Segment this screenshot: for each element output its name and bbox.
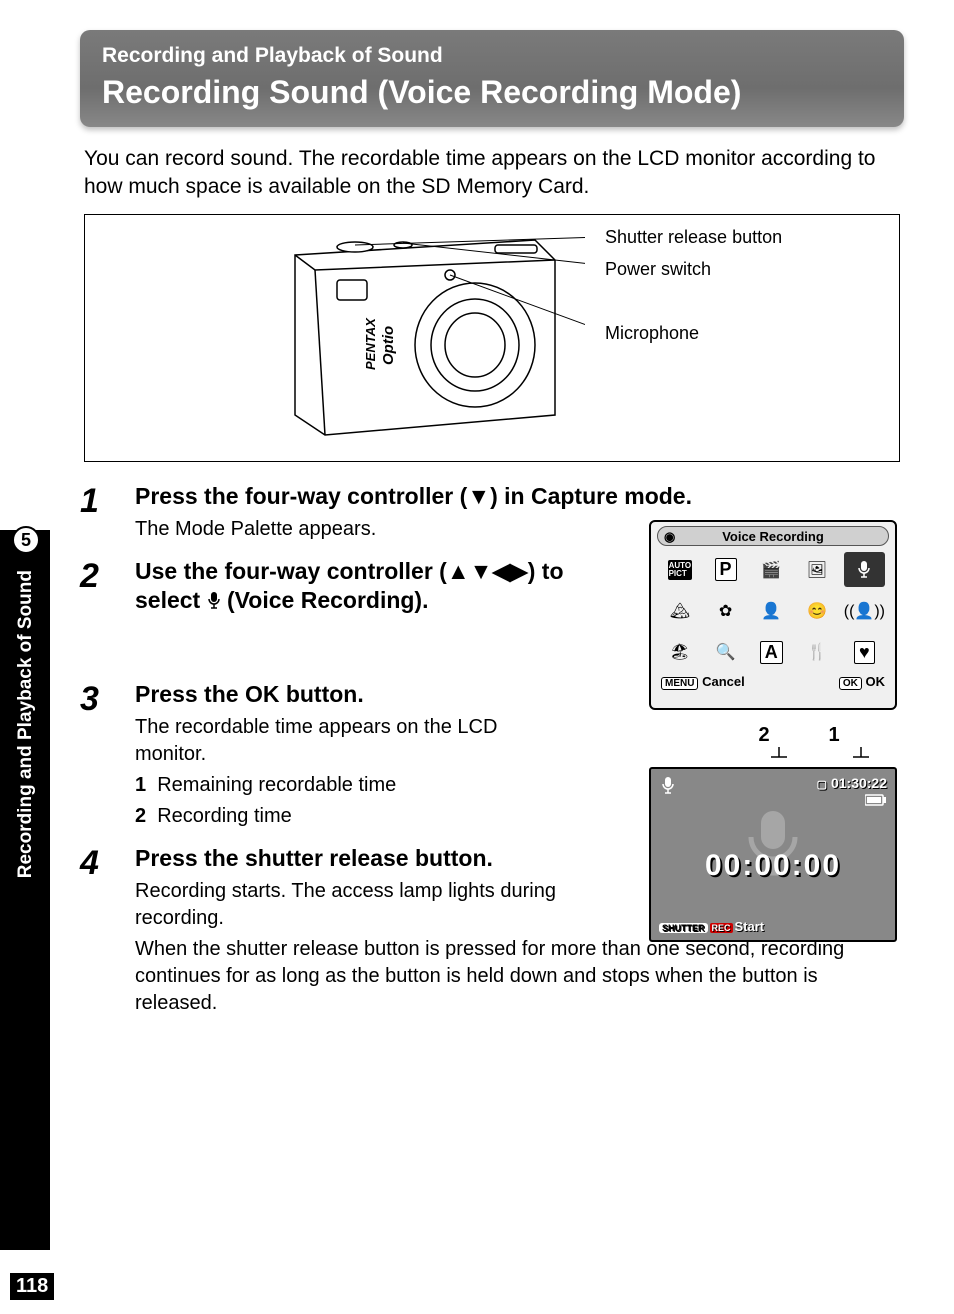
palette-mode-icon: ✿ — [707, 593, 745, 628]
step-sub: When the shutter release button is press… — [135, 936, 904, 1017]
side-tab: 5 Recording and Playback of Sound — [0, 530, 50, 1250]
camera-icon: ◉ — [664, 529, 675, 545]
mode-palette-screen: ◉ Voice Recording AUTOPICTP🎬🖼 🏔✿👤😊((👤)) 🏖🔍… — [649, 520, 897, 710]
svg-text:Optio: Optio — [380, 326, 397, 365]
step-sub: 2 Recording time — [135, 803, 565, 830]
recording-screen-wrap: 2 1 ▢ 01:30:22 00:00:00 — [649, 724, 899, 942]
palette-mode-icon: AUTOPICT — [661, 552, 699, 587]
step-heading: Use the four-way controller (▲▼◀▶) to se… — [135, 557, 565, 617]
step-number: 3 — [80, 682, 135, 716]
palette-cancel: MENU Cancel — [661, 674, 745, 690]
label-shutter: Shutter release button — [605, 227, 782, 248]
palette-mode-icon: 🏔 — [661, 593, 699, 628]
section-title: Recording and Playback of Sound — [102, 44, 882, 68]
label-power: Power switch — [605, 259, 711, 280]
step-number: 1 — [80, 484, 135, 518]
step-heading: Press the OK button. — [135, 680, 565, 710]
palette-mode-icon — [844, 552, 885, 587]
title-box: Recording and Playback of Sound Recordin… — [80, 30, 904, 127]
camera-illustration: PENTAX Optio — [255, 225, 585, 455]
palette-mode-icon: 👤 — [752, 593, 790, 628]
battery-icon — [865, 793, 887, 811]
callout-1: 1 — [828, 724, 839, 747]
svg-text:PENTAX: PENTAX — [363, 317, 378, 370]
palette-mode-icon: 🔍 — [707, 635, 745, 670]
side-section-text: Recording and Playback of Sound — [15, 570, 37, 878]
page-number: 118 — [10, 1273, 54, 1300]
recording-footer: SHUTTERRECStart — [659, 919, 764, 934]
mic-icon — [661, 777, 675, 800]
palette-mode-icon: A — [752, 635, 790, 670]
chapter-badge: 5 — [12, 526, 40, 554]
label-microphone: Microphone — [605, 323, 699, 344]
palette-mode-icon: ((👤)) — [844, 593, 885, 628]
palette-ok: OK OK — [839, 674, 885, 690]
camera-diagram: PENTAX Optio Shutter release button Powe… — [84, 214, 900, 462]
palette-mode-icon: 🍴 — [798, 635, 836, 670]
step-sub: Recording starts. The access lamp lights… — [135, 878, 565, 932]
recording-screen: ▢ 01:30:22 00:00:00 SHUTTERRECStart — [649, 767, 897, 942]
callout-2: 2 — [758, 724, 769, 747]
step-number: 2 — [80, 559, 135, 593]
mic-icon — [207, 592, 221, 610]
step-sub: The recordable time appears on the LCD m… — [135, 714, 565, 768]
palette-title: Voice Recording — [722, 529, 824, 544]
palette-mode-icon: ♥ — [844, 635, 885, 670]
palette-mode-icon: P — [707, 552, 745, 587]
page-title: Recording Sound (Voice Recording Mode) — [102, 74, 882, 111]
step-number: 4 — [80, 846, 135, 880]
palette-mode-icon: 🖼 — [798, 552, 836, 587]
palette-mode-icon: 😊 — [798, 593, 836, 628]
palette-icon-grid: AUTOPICTP🎬🖼 🏔✿👤😊((👤)) 🏖🔍A🍴♥ — [657, 552, 889, 670]
palette-mode-icon: 🏖 — [661, 635, 699, 670]
recording-time: 00:00:00 — [651, 849, 895, 883]
callout-ticks — [649, 747, 897, 761]
intro-text: You can record sound. The recordable tim… — [84, 145, 900, 202]
palette-mode-icon: 🎬 — [752, 552, 790, 587]
palette-title-bar: ◉ Voice Recording — [657, 526, 889, 546]
step-heading: Press the four-way controller (▼) in Cap… — [135, 482, 904, 512]
step-sub: 1 Remaining recordable time — [135, 772, 565, 799]
remaining-time: ▢ 01:30:22 — [817, 775, 887, 791]
